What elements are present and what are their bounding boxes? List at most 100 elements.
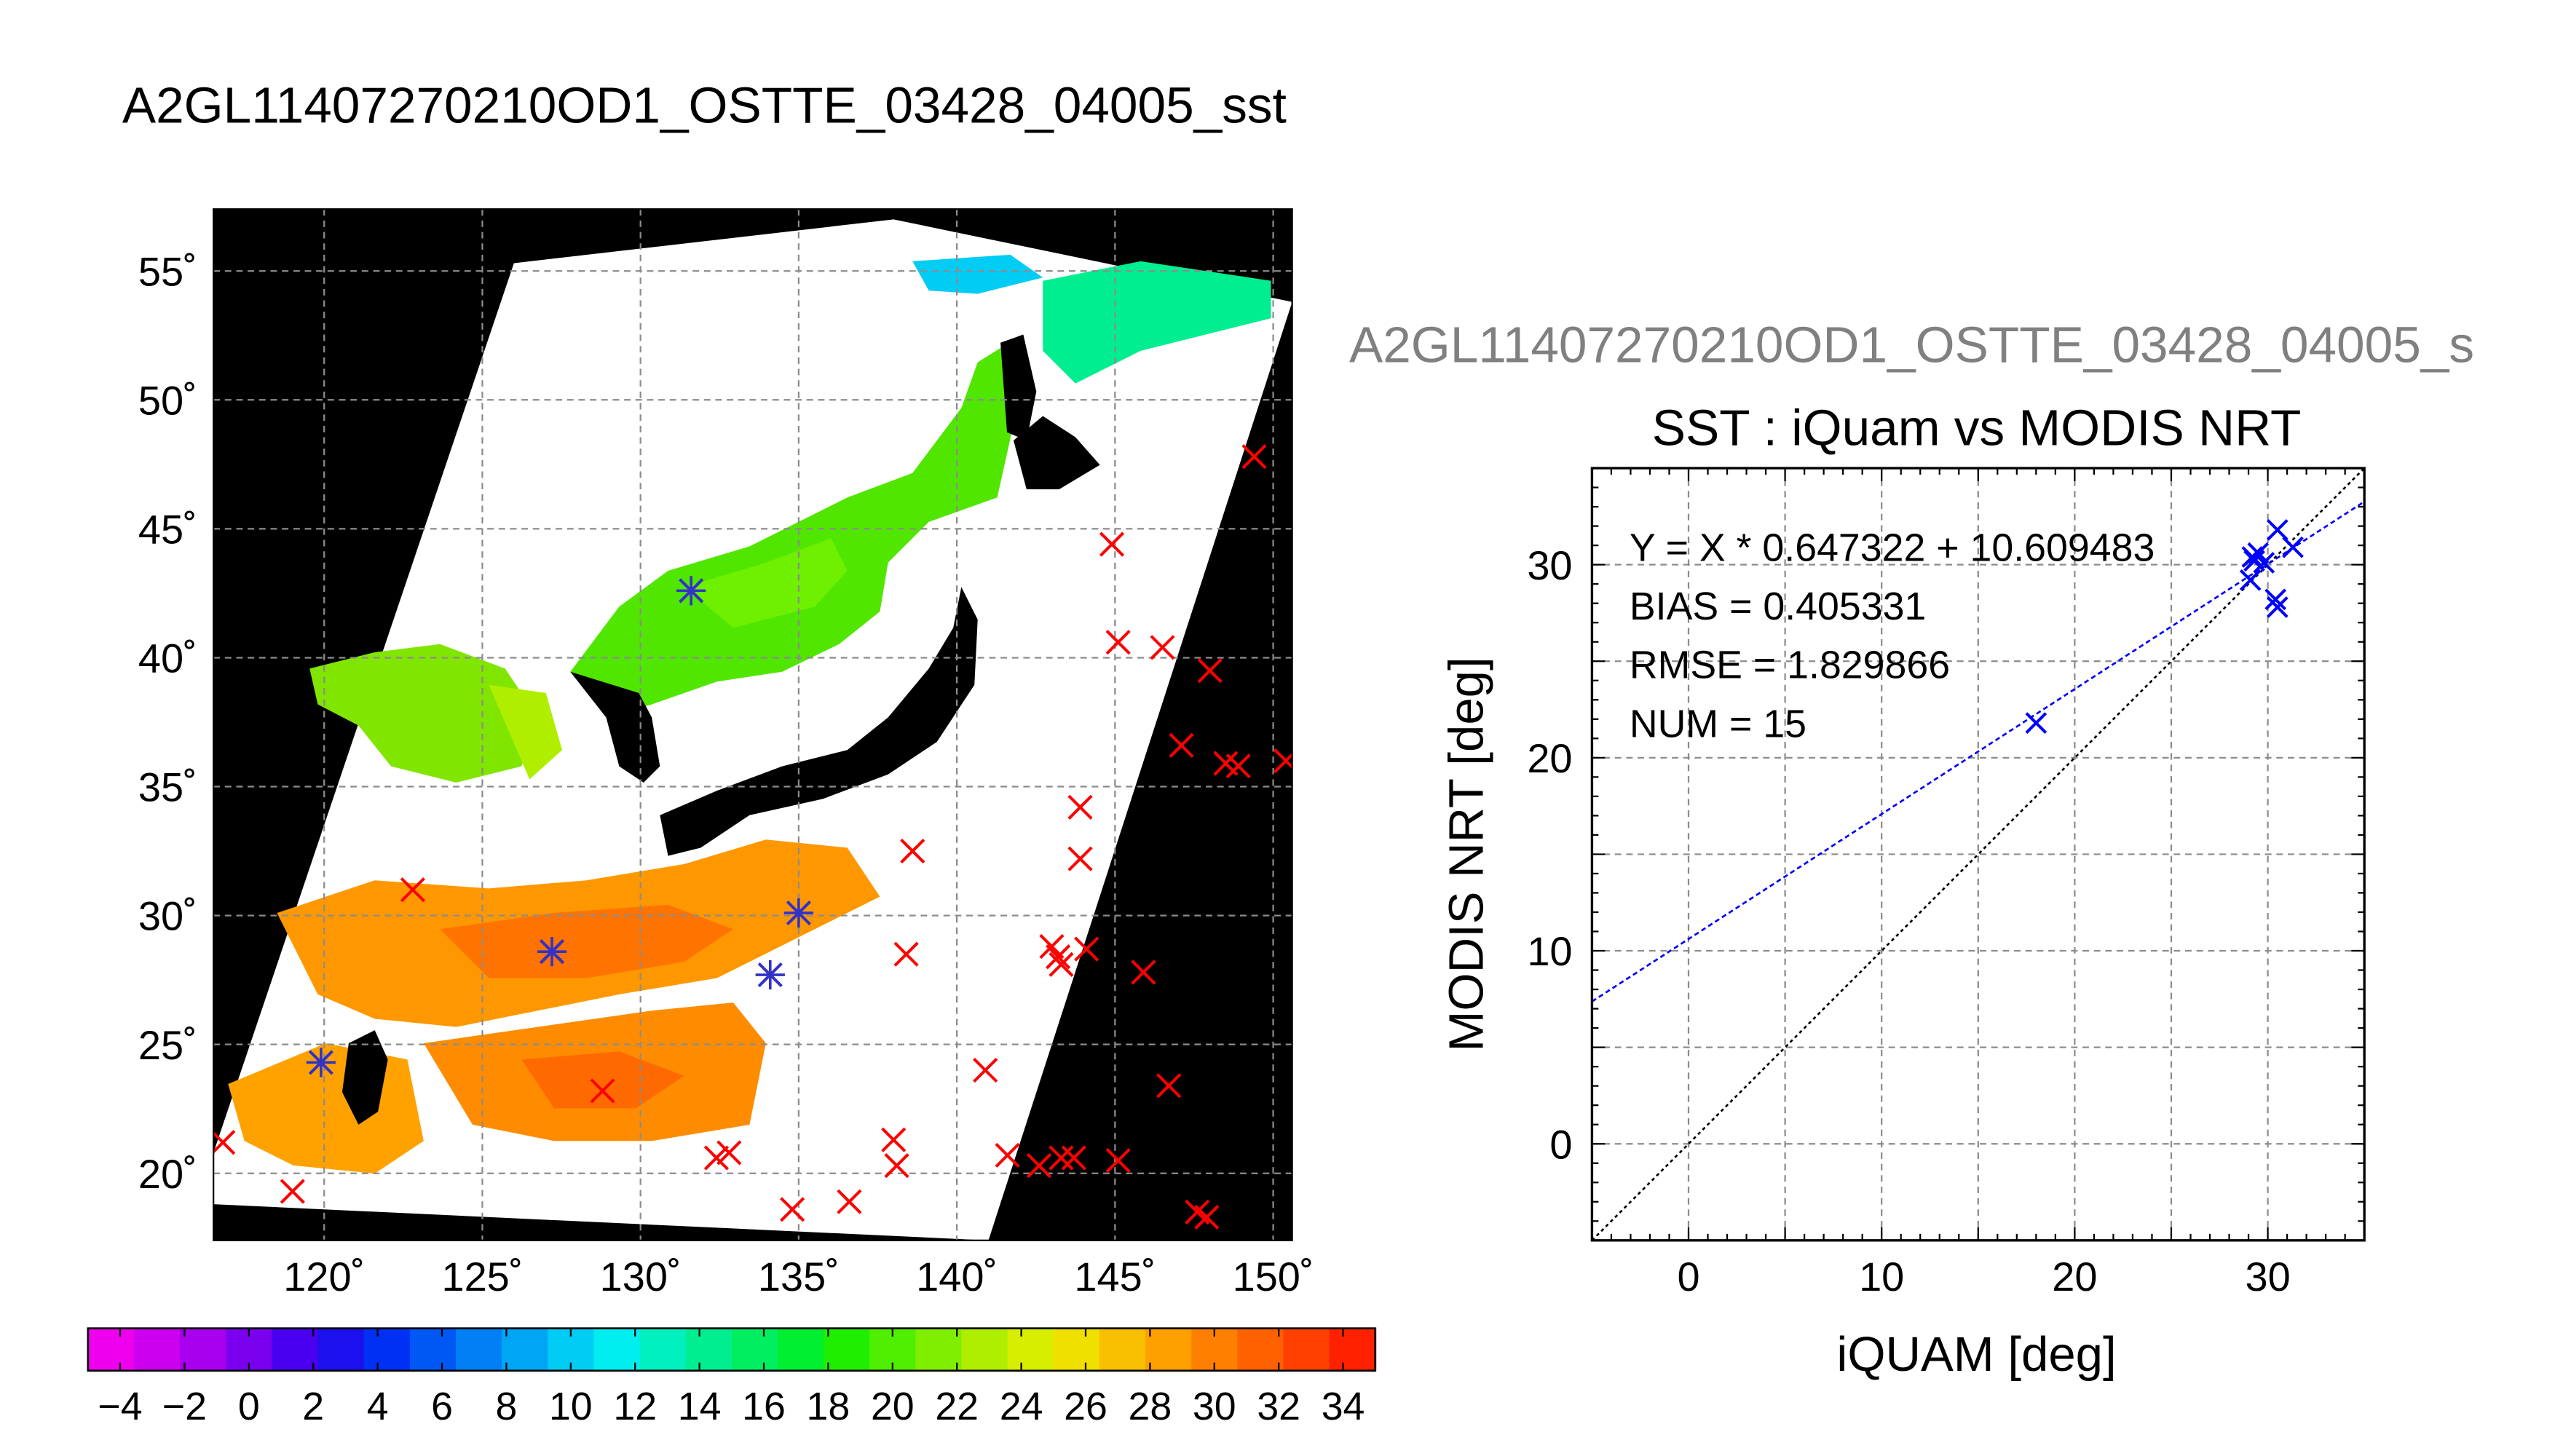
scatter-x-tick-labels: 0 10 20 30	[1677, 1254, 2290, 1299]
buoy-marker	[1067, 794, 1093, 820]
colorbar-ticks	[119, 1328, 1344, 1371]
scatter-x-tick-label: 0	[1677, 1254, 1699, 1299]
colorbar-tick-label: 26	[1064, 1385, 1107, 1428]
scatter-point	[2264, 588, 2287, 611]
scatter-point	[2266, 596, 2289, 618]
buoy-marker	[995, 1142, 1020, 1168]
map-lat-tick-label: 20˚	[138, 1151, 197, 1197]
buoy-marker	[703, 1145, 730, 1171]
buoy-marker	[1061, 1145, 1086, 1171]
colorbar-frame	[87, 1327, 1377, 1372]
scatter-stats: Y = X * 0.647322 + 10.609483 BIAS = 0.40…	[1630, 526, 2155, 746]
colorbar-cell	[317, 1328, 366, 1371]
east-china-sea-sst-2	[440, 904, 734, 978]
colorbar-cell	[1283, 1328, 1330, 1371]
map-lat-tick-label: 30˚	[138, 893, 197, 939]
matchup-marker	[537, 937, 567, 967]
scatter-y-tick-label: 20	[1527, 735, 1572, 781]
colorbar-tick-label: 4	[367, 1385, 389, 1428]
buoy-marker	[973, 1057, 998, 1083]
scatter-x-tick-label: 20	[2052, 1254, 2097, 1299]
map-lon-tick-label: 125˚	[441, 1254, 523, 1299]
buoy-marker	[1049, 1145, 1074, 1171]
buoy-marker	[893, 941, 919, 967]
stat-fit-equation: Y = X * 0.647322 + 10.609483	[1630, 526, 2155, 570]
colorbar-cell	[409, 1328, 457, 1371]
yellow-sea-sst-2	[489, 684, 563, 780]
buoy-marker	[1105, 630, 1131, 655]
buoy-marker	[1049, 951, 1074, 977]
main-title: A2GL11407270210OD1_OSTTE_03428_04005_sst	[122, 77, 1287, 134]
buoy-marker	[1150, 635, 1175, 660]
colorbar-tick-label: 28	[1129, 1385, 1172, 1428]
scatter-point	[2247, 542, 2270, 564]
taiwan-land	[341, 1030, 388, 1125]
regression-fit-line	[1591, 500, 2365, 1002]
buoy-marker	[1273, 748, 1292, 774]
scatter-ylabel: MODIS NRT [deg]	[1439, 657, 1493, 1051]
scatter-point	[2282, 536, 2304, 558]
map-lat-tick-label: 55˚	[138, 248, 197, 294]
colorbar-cell	[731, 1328, 779, 1371]
colorbar-cell	[777, 1328, 825, 1371]
colorbar-cell	[915, 1328, 963, 1371]
map-lon-tick-label: 145˚	[1074, 1254, 1156, 1299]
colorbar-tick-label: 22	[935, 1385, 979, 1428]
yellow-sea-sst	[309, 644, 538, 783]
map-lon-labels: 120˚ 125˚ 130˚ 135˚ 140˚ 145˚ 150˚	[283, 1254, 1314, 1299]
buoy-marker	[837, 1189, 862, 1214]
okhotsk-sst	[1043, 261, 1271, 384]
scatter-x-tick-label: 30	[2245, 1254, 2290, 1299]
map-grid	[213, 209, 1292, 1241]
colorbar-cell	[1099, 1328, 1147, 1371]
matchup-marker	[783, 898, 814, 928]
colorbar-cell	[180, 1328, 227, 1371]
map-lat-tick-label: 35˚	[138, 764, 197, 810]
colorbar-tick-label: 30	[1193, 1385, 1236, 1428]
colorbar-tick-label: 24	[1000, 1385, 1043, 1428]
map-markers	[213, 444, 1292, 1230]
map-lat-tick-label: 50˚	[138, 377, 197, 423]
map-content	[213, 209, 1292, 1241]
colorbar-tick-label: −4	[98, 1385, 142, 1428]
sst-map-panel: 20˚ 25˚ 30˚ 35˚ 40˚ 45˚ 50˚ 55˚ 120˚ 125˚ 130˚ 135…	[138, 208, 1314, 1299]
scatter-frame	[1590, 467, 2366, 1242]
okhotsk-sst-2	[912, 254, 1043, 294]
buoy-marker	[884, 1153, 909, 1179]
colorbar: −4 −2 0 2 4 6 8 10 12 14 16 18 20 22 24 26 28 30 32 34	[87, 1327, 1377, 1428]
scatter-x-tick-label: 10	[1859, 1254, 1904, 1299]
scatter-panel: SST : iQuam vs MODIS NRT 0 10 20 30 0 10 20 30…	[1439, 400, 2366, 1382]
colorbar-cell	[455, 1328, 503, 1371]
colorbar-cell	[685, 1328, 733, 1371]
colorbar-cell	[1329, 1328, 1377, 1371]
colorbar-cell	[593, 1328, 641, 1371]
buoy-marker	[1197, 658, 1223, 684]
colorbar-tick-label: 34	[1322, 1385, 1365, 1428]
colorbar-tick-label: 2	[302, 1385, 324, 1428]
buoy-marker	[716, 1140, 742, 1166]
colorbar-tick-label: 14	[678, 1385, 722, 1428]
buoy-marker	[1156, 1073, 1182, 1099]
buoy-marker	[1099, 531, 1125, 557]
buoy-marker	[213, 1130, 236, 1155]
japan-land	[660, 587, 978, 856]
matchup-marker	[755, 960, 785, 990]
map-lat-tick-label: 25˚	[138, 1022, 197, 1068]
colorbar-cell	[1053, 1328, 1101, 1371]
colorbar-tick-label: 16	[742, 1385, 786, 1428]
colorbar-cell	[1145, 1328, 1193, 1371]
colorbar-cell	[639, 1328, 687, 1371]
buoy-marker	[1046, 944, 1071, 970]
sakhalin-land	[1000, 334, 1037, 441]
colorbar-labels: −4 −2 0 2 4 6 8 10 12 14 16 18 20 22 24 26 28 30 32 34	[98, 1385, 1365, 1428]
buoy-marker	[1067, 846, 1093, 871]
map-lon-tick-label: 150˚	[1233, 1254, 1314, 1299]
matchup-marker	[306, 1048, 336, 1077]
korea-land	[570, 671, 660, 783]
colorbar-tick-label: 10	[549, 1385, 593, 1428]
map-lon-tick-label: 120˚	[283, 1254, 365, 1299]
stat-rmse: RMSE = 1.829866	[1630, 644, 1950, 687]
sea-of-japan-sst-2	[684, 538, 848, 628]
buoy-marker	[1131, 960, 1156, 985]
